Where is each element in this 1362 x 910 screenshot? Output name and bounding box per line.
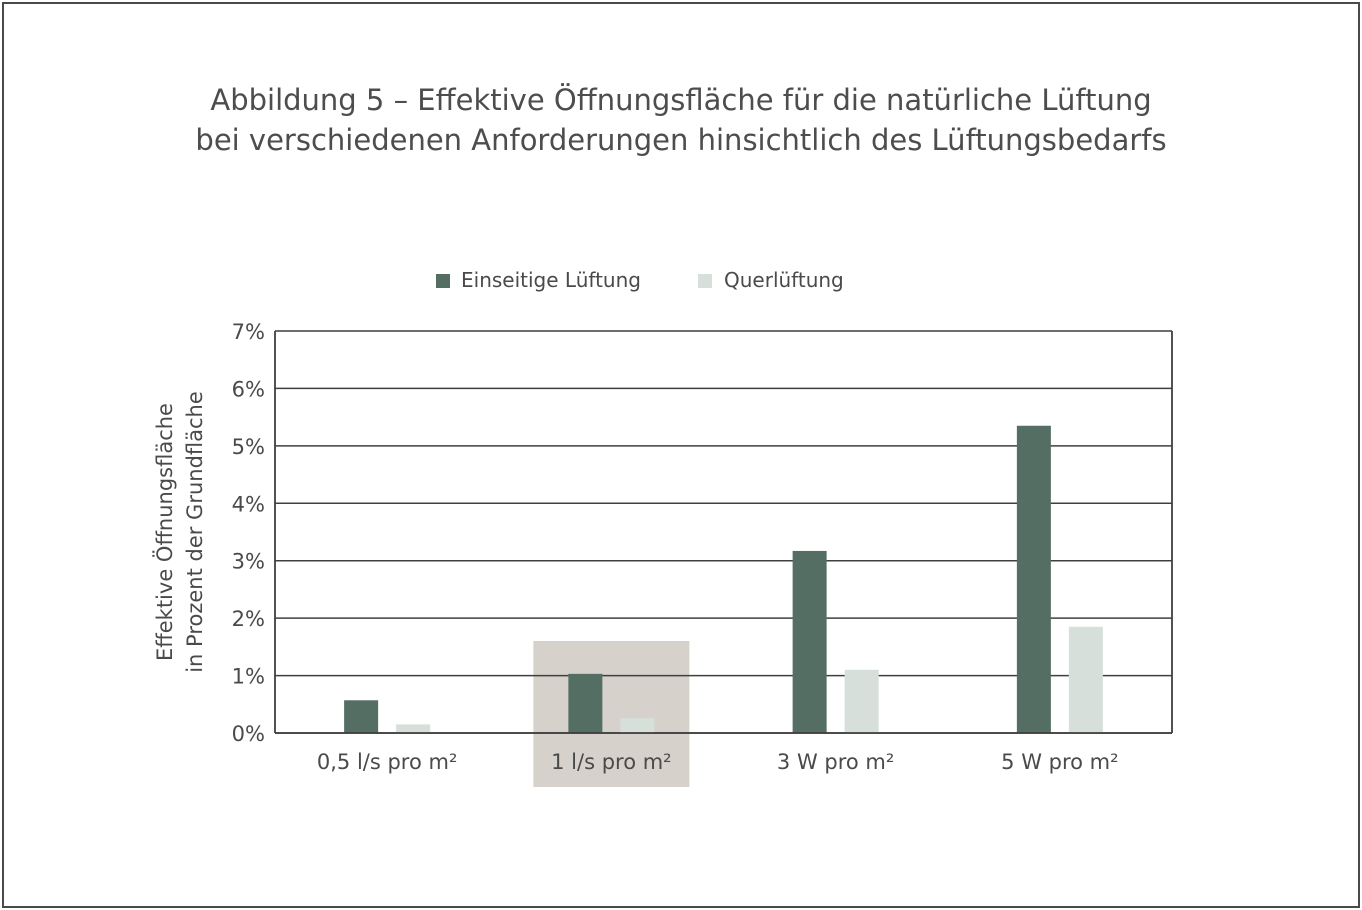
y-tick-label: 5% xyxy=(232,435,265,459)
bar-quer xyxy=(1068,626,1103,733)
chart-title: Abbildung 5 – Effektive Öffnungsfläche f… xyxy=(0,80,1362,160)
bar-einseitig xyxy=(792,550,827,733)
bar-einseitig xyxy=(568,673,603,733)
highlight-box xyxy=(533,641,690,787)
bar-quer xyxy=(844,669,879,733)
y-axis-label: in Prozent der Grundfläche xyxy=(183,391,207,673)
x-category-label: 1 l/s pro m² xyxy=(551,750,671,774)
bar-quer xyxy=(620,718,655,733)
x-category-label: 5 W pro m² xyxy=(1001,750,1118,774)
y-tick-label: 3% xyxy=(232,550,265,574)
x-category-label: 0,5 l/s pro m² xyxy=(317,750,458,774)
chart-title-line-2: bei verschiedenen Anforderungen hinsicht… xyxy=(195,123,1167,157)
y-tick-label: 2% xyxy=(232,607,265,631)
y-tick-label: 1% xyxy=(232,665,265,689)
bar-einseitig xyxy=(344,700,379,733)
y-axis-label: Effektive Öffnungsfläche xyxy=(152,403,177,661)
legend-swatch xyxy=(698,274,712,288)
y-tick-label: 6% xyxy=(232,377,265,401)
legend-swatch xyxy=(436,274,450,288)
x-category-label: 3 W pro m² xyxy=(777,750,894,774)
legend-label: Querlüftung xyxy=(724,268,844,292)
chart-title-line-1: Abbildung 5 – Effektive Öffnungsfläche f… xyxy=(210,83,1152,117)
legend-label: Einseitige Lüftung xyxy=(461,268,641,292)
y-tick-label: 0% xyxy=(232,722,265,746)
bar-quer xyxy=(396,724,431,733)
y-tick-label: 4% xyxy=(232,492,265,516)
bar-einseitig xyxy=(1016,425,1051,733)
y-tick-label: 7% xyxy=(232,320,265,344)
